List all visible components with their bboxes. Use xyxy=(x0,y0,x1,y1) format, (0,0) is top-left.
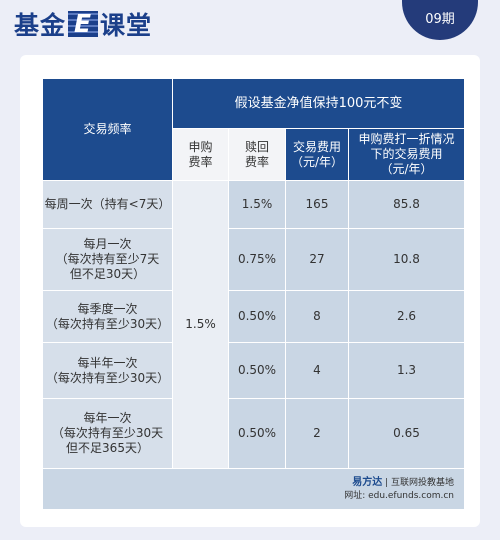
discounted-cost-cell: 0.65 xyxy=(347,398,466,469)
footer-row: 易方达 | 互联网投教基地 网址: edu.efunds.com.cn xyxy=(41,468,466,510)
text-line: 每半年一次 xyxy=(77,355,138,370)
text-line: （元/年） xyxy=(380,162,433,176)
text-line: 交易费用 xyxy=(292,139,341,154)
frequency-cell: 每月一次 （每次持有至少7天 但不足30天） xyxy=(42,228,173,291)
purchase-fee-cell: 1.5% xyxy=(172,180,229,469)
text-line: 但不足365天） xyxy=(66,441,149,455)
header-cell: 交易频率 xyxy=(42,78,173,181)
header-cell: 交易费用 （元/年） xyxy=(285,128,349,181)
text-line: 费率 xyxy=(244,154,269,169)
issue-tab: 09期 xyxy=(402,0,478,40)
frequency-cell: 每周一次（持有<7天） xyxy=(42,180,173,229)
frequency-cell: 每季度一次 （每次持有至少30天） xyxy=(42,290,173,343)
text-line: （每次持有至少30天） xyxy=(45,370,170,385)
redemption-fee-cell: 0.50% xyxy=(228,398,286,469)
footer-cell: 易方达 | 互联网投教基地 网址: edu.efunds.com.cn xyxy=(41,468,466,510)
tagline: 互联网投教基地 xyxy=(391,477,455,488)
logo-text: 课堂 xyxy=(100,11,153,40)
footer-brand-line: 易方达 | 互联网投教基地 xyxy=(43,476,454,490)
cost-cell: 165 xyxy=(285,180,349,229)
frequency-cell: 每年一次 （每次持有至少30天 但不足365天） xyxy=(42,398,173,469)
logo: 基金 E 课堂 xyxy=(14,6,152,42)
discounted-cost-cell: 10.8 xyxy=(347,228,466,291)
cost-cell: 4 xyxy=(285,342,349,399)
header-cell: 申购 费率 xyxy=(172,128,229,181)
table-body: 交易频率 假设基金净值保持100元不变 申购 费率 赎回 费率 交易费用 （元/年） 申购费… xyxy=(41,78,466,510)
frequency-cell: 每半年一次 （每次持有至少30天） xyxy=(42,342,173,399)
table-row: 每半年一次 （每次持有至少30天） 0.50% 4 1.3 xyxy=(42,342,466,399)
text-line: （每次持有至少30天） xyxy=(45,316,170,331)
text-line: （每次持有至少30天 xyxy=(51,426,164,440)
text-line: 费率 xyxy=(188,154,213,169)
cost-cell: 8 xyxy=(285,290,349,343)
footer-url: 网址: edu.efunds.com.cn xyxy=(344,490,455,501)
redemption-fee-cell: 0.50% xyxy=(228,342,286,399)
header-row: 交易频率 假设基金净值保持100元不变 xyxy=(42,78,466,181)
header-cell: 假设基金净值保持100元不变 xyxy=(171,78,466,129)
logo-text: 基金 xyxy=(14,11,67,40)
text-line: 申购费打一折情况 xyxy=(358,132,455,146)
header-cell: 申购费打一折情况 下的交易费用 （元/年） xyxy=(347,128,466,181)
logo-e: E xyxy=(68,11,99,37)
discounted-cost-cell: 85.8 xyxy=(347,180,466,229)
text-line: 每月一次 xyxy=(83,237,132,251)
table-row: 每月一次 （每次持有至少7天 但不足30天） 0.75% 27 10.8 xyxy=(42,228,466,291)
table-row: 每年一次 （每次持有至少30天 但不足365天） 0.50% 2 0.65 xyxy=(42,398,466,469)
text-line: （元/年） xyxy=(290,154,344,169)
text-line: 每周一次（持有<7天） xyxy=(44,197,171,211)
brand: 易方达 xyxy=(352,476,383,488)
table-row: 每周一次（持有<7天） 1.5% 1.5% 165 85.8 xyxy=(42,180,466,469)
redemption-fee-cell: 1.5% xyxy=(228,180,286,229)
text-line: 下的交易费用 xyxy=(370,147,443,161)
text-line: 申购 xyxy=(188,139,213,154)
cost-cell: 27 xyxy=(285,228,349,291)
discounted-cost-cell: 2.6 xyxy=(347,290,466,343)
discounted-cost-cell: 1.3 xyxy=(347,342,466,399)
text-line: 每季度一次 xyxy=(77,301,138,316)
text-line: 赎回 xyxy=(244,139,269,154)
header-cell: 赎回 费率 xyxy=(228,128,286,181)
redemption-fee-cell: 0.75% xyxy=(228,228,286,291)
separator: | xyxy=(382,477,391,488)
redemption-fee-cell: 0.50% xyxy=(228,290,286,343)
cost-cell: 2 xyxy=(285,398,349,469)
text-line: 但不足30天） xyxy=(69,267,146,281)
text-line: 每年一次 xyxy=(83,411,132,425)
text-line: （每次持有至少7天 xyxy=(55,252,160,266)
fee-table: 交易频率 假设基金净值保持100元不变 申购 费率 赎回 费率 交易费用 （元/年） 申购费… xyxy=(41,78,466,510)
table-row: 每季度一次 （每次持有至少30天） 0.50% 8 2.6 xyxy=(42,290,466,343)
